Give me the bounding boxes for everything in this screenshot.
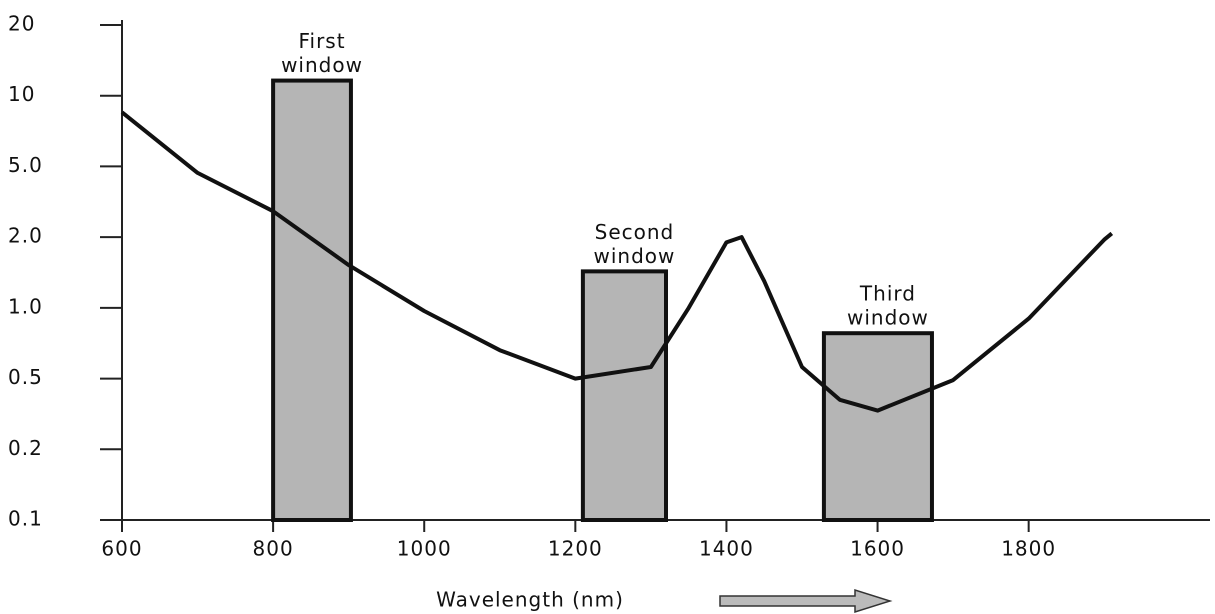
window-label: Third xyxy=(859,282,916,306)
y-tick-label: 0.2 xyxy=(8,436,43,460)
window-label: window xyxy=(281,53,363,77)
y-tick-label: 2.0 xyxy=(8,224,43,248)
chart: Wavelength (nm) 0.1 0.2 0.5 1.0 2.0 5.0 10 20 60… xyxy=(0,0,1215,614)
x-tick-label: 800 xyxy=(253,537,294,561)
y-tick-label: 0.5 xyxy=(8,365,43,389)
y-tick-label: 20 xyxy=(8,12,35,36)
x-axis-label: Wavelength (nm) xyxy=(436,588,624,612)
y-tick-label: 5.0 xyxy=(8,153,43,177)
window-bar xyxy=(583,271,666,520)
window-label: window xyxy=(593,244,675,268)
x-tick-label: 1400 xyxy=(699,537,754,561)
window-bar xyxy=(273,81,351,520)
y-tick-label: 0.1 xyxy=(8,507,43,531)
x-tick-label: 600 xyxy=(101,537,142,561)
window-label: First xyxy=(298,29,345,53)
x-tick-label: 1000 xyxy=(397,537,452,561)
x-tick-label: 1200 xyxy=(548,537,603,561)
y-tick-label: 1.0 xyxy=(8,294,43,318)
x-tick-label: 1800 xyxy=(1001,537,1056,561)
x-tick-label: 1600 xyxy=(850,537,905,561)
window-label: Second xyxy=(595,220,675,244)
y-tick-label: 10 xyxy=(8,82,35,106)
window-label: window xyxy=(847,306,929,330)
arrow-icon xyxy=(720,590,890,612)
window-bar xyxy=(824,333,932,520)
